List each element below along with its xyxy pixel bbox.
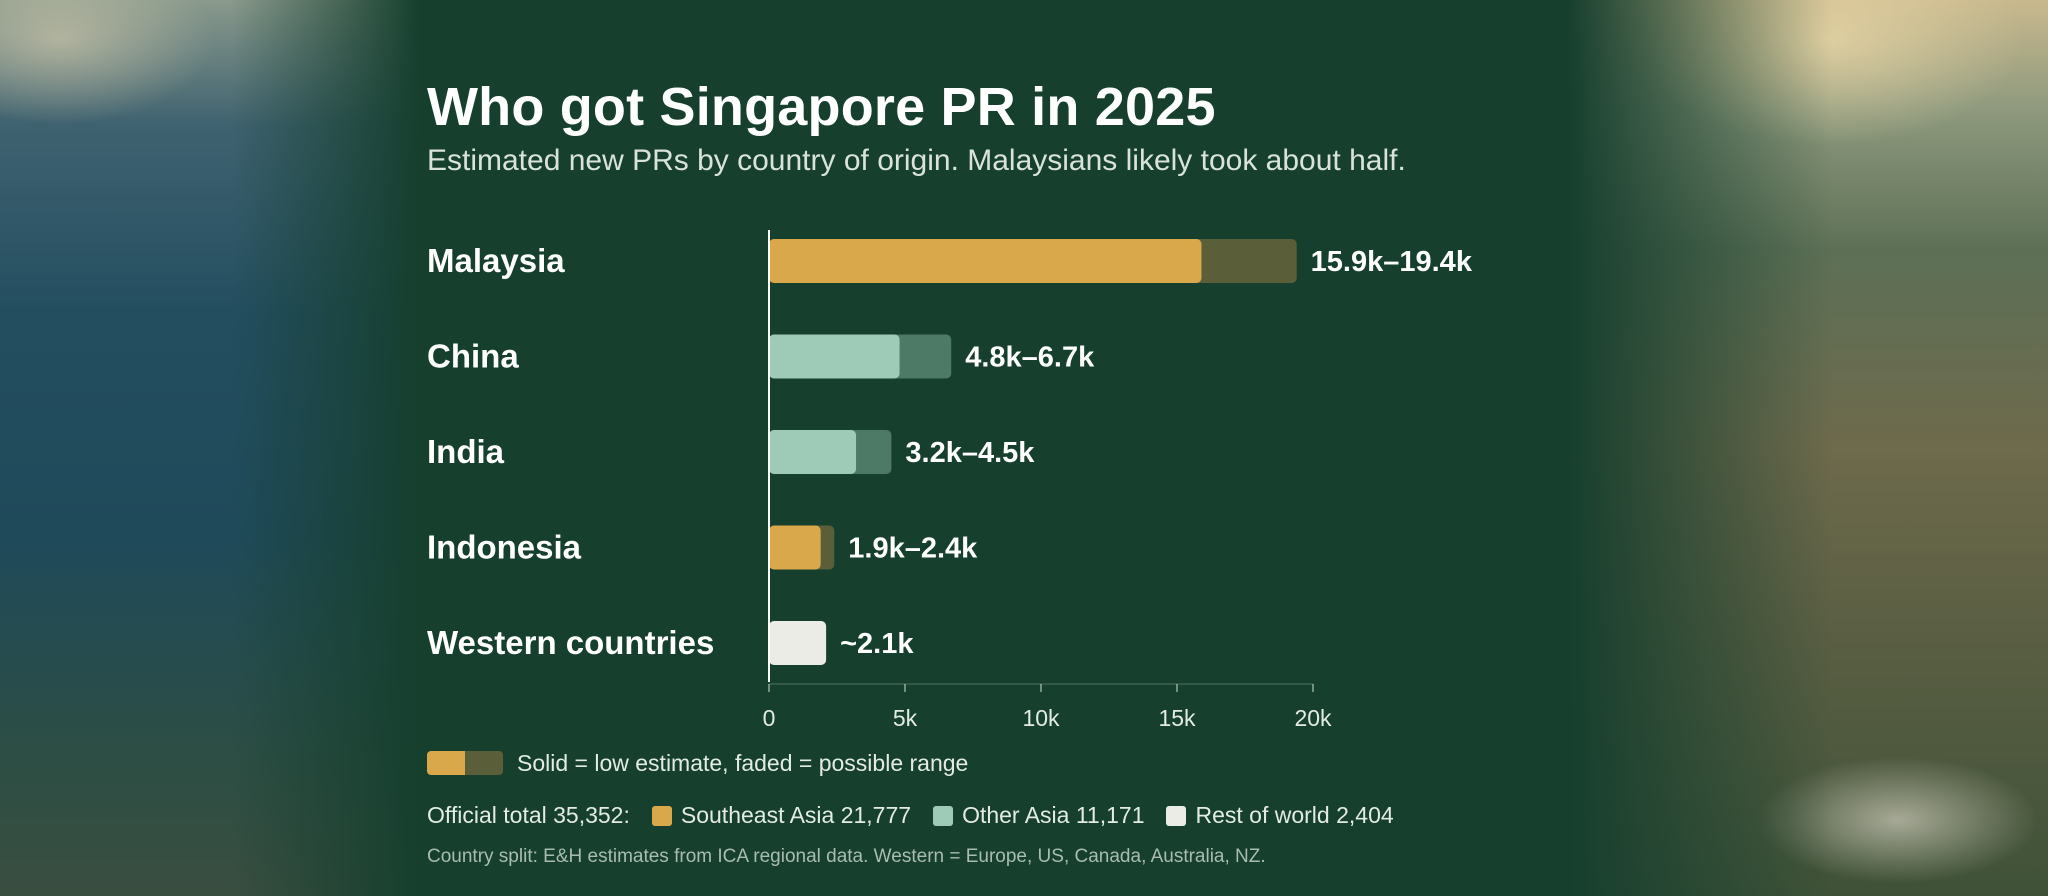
background-photo-right <box>1568 0 2048 896</box>
category-label: India <box>427 433 505 470</box>
category-label: China <box>427 338 519 375</box>
totals-label: Official total 35,352: <box>427 802 630 828</box>
legend-text: Solid = low estimate, faded = possible r… <box>517 749 969 776</box>
chart-subtitle: Estimated new PRs by country of origin. … <box>427 144 1406 177</box>
totals-item-label: Rest of world 2,404 <box>1195 802 1394 828</box>
totals-swatch <box>651 805 672 826</box>
background-photo-left <box>0 0 420 896</box>
legend-swatch-faded <box>465 751 503 775</box>
source-note: Country split: E&H estimates from ICA re… <box>427 846 1266 867</box>
bar-chart: Malaysia 15.9k–19.4k China 4.8k–6.7k India 3.… <box>427 230 1473 731</box>
totals-swatch <box>1166 805 1187 826</box>
official-totals: Official total 35,352: Southeast Asia 21… <box>427 802 1394 829</box>
totals-item-other-asia: Other Asia 11,171 <box>933 802 1144 829</box>
category-label: Indonesia <box>427 529 582 566</box>
bar-low <box>769 334 900 379</box>
category-label: Malaysia <box>427 242 565 279</box>
value-label: 3.2k–4.5k <box>905 437 1035 469</box>
value-label: 1.9k–2.4k <box>848 533 978 565</box>
totals-item-label: Other Asia 11,171 <box>962 802 1145 828</box>
legend-swatch-solid <box>427 751 465 775</box>
totals-item-label: Southeast Asia 21,777 <box>680 802 912 828</box>
totals-item-southeast-asia: Southeast Asia 21,777 <box>651 802 912 829</box>
bar-low <box>769 621 827 665</box>
legend-swatch <box>427 751 503 775</box>
bar-low <box>769 239 1202 283</box>
totals-item-rest-of-world: Rest of world 2,404 <box>1166 802 1394 829</box>
x-tick-label: 20k <box>1294 705 1332 731</box>
value-label: 15.9k–19.4k <box>1311 246 1473 278</box>
x-tick-label: 10k <box>1022 705 1060 731</box>
x-tick-label: 15k <box>1158 705 1196 731</box>
value-label: ~2.1k <box>840 628 914 660</box>
totals-swatch <box>933 805 954 826</box>
x-tick-label: 5k <box>893 705 918 731</box>
chart-title: Who got Singapore PR in 2025 <box>427 77 1216 137</box>
category-label: Western countries <box>427 624 714 661</box>
bar-low <box>769 525 821 570</box>
legend: Solid = low estimate, faded = possible r… <box>427 750 968 776</box>
value-label: 4.8k–6.7k <box>965 342 1095 374</box>
bar-low <box>769 430 857 474</box>
x-tick-label: 0 <box>763 705 776 731</box>
